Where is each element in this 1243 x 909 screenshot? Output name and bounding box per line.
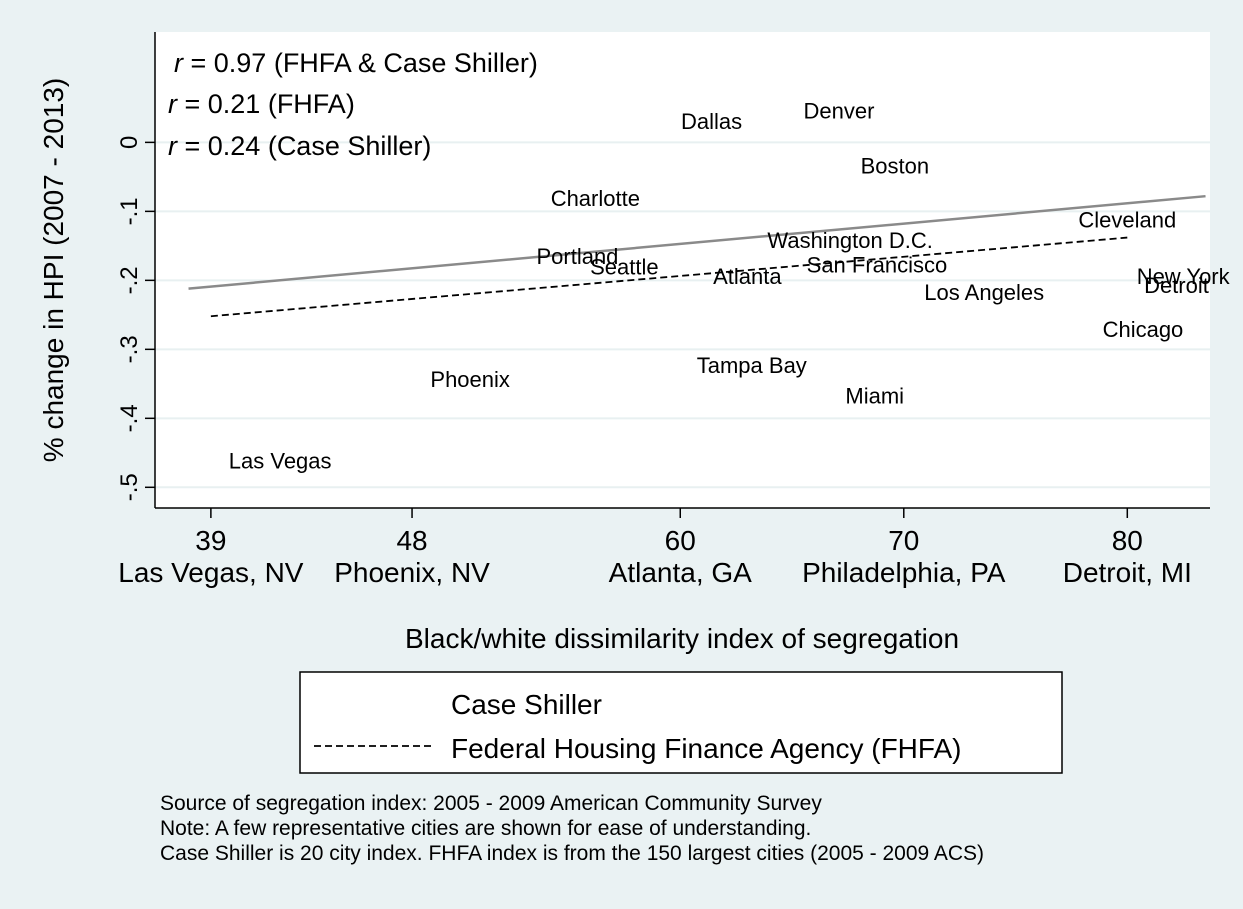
legend-label-case-shiller: Case Shiller <box>451 689 602 720</box>
x-axis-title: Black/white dissimilarity index of segre… <box>405 623 959 654</box>
x-tick-label: 80 <box>1112 525 1143 556</box>
x-tick-sublabel: Phoenix, NV <box>334 557 490 588</box>
x-tick-label: 39 <box>195 525 226 556</box>
city-label: Seattle <box>590 254 659 279</box>
y-tick-label: -.1 <box>116 197 143 225</box>
city-label: Chicago <box>1103 317 1184 342</box>
legend-box <box>299 671 1063 774</box>
city-label: Charlotte <box>551 186 640 211</box>
city-label: San Francisco <box>807 252 948 277</box>
footnotes: Source of segregation index: 2005 - 2009… <box>160 792 984 865</box>
annotation-r-combined: r = 0.97 (FHFA & Case Shiller) <box>174 48 538 78</box>
x-tick-sublabel: Detroit, MI <box>1063 557 1192 588</box>
city-label: Denver <box>804 99 875 124</box>
annotation-r-case-shiller: r = 0.24 (Case Shiller) <box>168 131 431 161</box>
grid-lines <box>155 141 1210 489</box>
fit-lines <box>188 194 1206 318</box>
city-label: Phoenix <box>430 367 510 392</box>
correlation-annotations: r = 0.97 (FHFA & Case Shiller) r = 0.21 … <box>168 48 538 161</box>
y-tick-label: -.5 <box>116 473 143 501</box>
note-index-info: Case Shiller is 20 city index. FHFA inde… <box>160 842 984 865</box>
x-tick-sublabel: Philadelphia, PA <box>802 557 1006 588</box>
annotation-r-fhfa: r = 0.21 (FHFA) <box>168 89 355 119</box>
city-labels: Dallas Denver Boston Charlotte Cleveland Wash… <box>229 99 1231 474</box>
city-label: New York <box>1137 264 1231 289</box>
note-representative: Note: A few representative cities are sh… <box>160 817 811 840</box>
x-tick-label: 60 <box>665 525 696 556</box>
city-label: Washington D.C. <box>767 228 932 253</box>
legend: Case Shiller Federal Housing Finance Age… <box>299 671 1063 774</box>
legend-label-fhfa: Federal Housing Finance Agency (FHFA) <box>451 733 961 764</box>
x-tick-sublabel: Atlanta, GA <box>609 557 753 588</box>
y-tick-label: -.2 <box>116 266 143 294</box>
case-shiller-fit-line <box>188 194 1206 290</box>
y-tick-label: 0 <box>116 136 143 149</box>
y-tick-label: -.3 <box>116 335 143 363</box>
x-tick-label: 48 <box>396 525 427 556</box>
city-label: Cleveland <box>1078 208 1176 233</box>
city-label: Portland <box>536 244 618 269</box>
y-tick-label: -.4 <box>116 404 143 432</box>
city-label: Boston <box>861 154 930 179</box>
plot-area <box>155 32 1210 508</box>
city-label: Los Angeles <box>924 280 1044 305</box>
x-tick-sublabel: Las Vegas, NV <box>118 557 304 588</box>
y-axis-title: % change in HPI (2007 - 2013) <box>38 78 69 462</box>
city-label: Miami <box>845 383 904 408</box>
city-label: Atlanta <box>713 264 782 289</box>
note-source: Source of segregation index: 2005 - 2009… <box>160 792 822 815</box>
x-tick-label: 70 <box>888 525 919 556</box>
city-label: Detroit <box>1144 273 1209 298</box>
y-axis-ticks: 0 -.1 -.2 -.3 -.4 -.5 <box>116 136 155 501</box>
city-label: Tampa Bay <box>697 353 807 378</box>
city-label: Dallas <box>681 109 742 134</box>
city-label: Las Vegas <box>229 448 332 473</box>
